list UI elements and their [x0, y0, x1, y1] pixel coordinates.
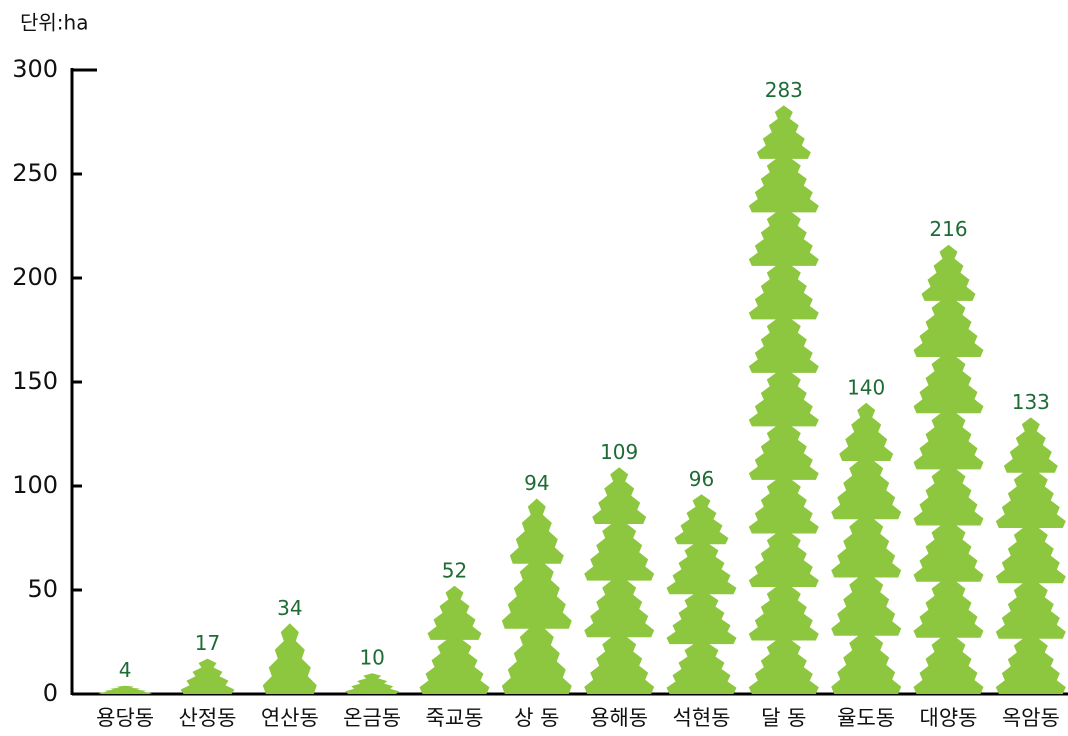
value-label: 283: [765, 78, 803, 102]
value-label: 96: [689, 467, 714, 491]
x-tick-label: 용해동: [590, 706, 648, 730]
x-tick-label: 용당동: [96, 706, 154, 730]
y-tick-label: 150: [12, 367, 58, 395]
bar: [345, 673, 400, 694]
y-tick-label: 300: [12, 55, 58, 83]
y-tick-label: 100: [12, 471, 58, 499]
x-tick-label: 산정동: [179, 706, 237, 730]
bar: [262, 623, 317, 694]
bar: [748, 105, 819, 694]
x-tick-label: 옥암동: [1002, 706, 1060, 730]
bar: [501, 498, 572, 694]
bar: [995, 417, 1066, 694]
bar: [913, 244, 984, 694]
bar: [419, 585, 490, 694]
value-label: 52: [442, 558, 467, 582]
value-label: 34: [277, 596, 302, 620]
x-tick-label: 율도동: [837, 706, 895, 730]
y-tick-label: 50: [27, 575, 58, 603]
x-tick-label: 죽교동: [426, 706, 484, 730]
x-tick-label: 상 동: [514, 706, 559, 730]
unit-label: 단위:ha: [20, 11, 88, 35]
value-label: 109: [600, 440, 638, 464]
value-label: 133: [1012, 390, 1050, 414]
bar: [831, 402, 902, 694]
y-tick-label: 250: [12, 159, 58, 187]
bar: [180, 658, 235, 694]
x-tick-label: 대양동: [920, 706, 978, 730]
y-tick-label: 200: [12, 263, 58, 291]
x-tick-label: 연산동: [261, 706, 319, 730]
y-tick-label: 0: [43, 679, 58, 707]
value-label: 216: [929, 217, 967, 241]
value-label: 17: [195, 631, 220, 655]
bar: [584, 467, 655, 694]
value-label: 94: [524, 471, 549, 495]
x-tick-label: 석현동: [673, 706, 731, 730]
bar: [98, 685, 153, 694]
bar: [666, 494, 737, 694]
value-label: 4: [119, 658, 132, 682]
value-label: 10: [359, 646, 384, 670]
value-label: 140: [847, 375, 885, 399]
x-tick-label: 온금동: [343, 706, 401, 730]
x-tick-label: 달 동: [761, 706, 806, 730]
